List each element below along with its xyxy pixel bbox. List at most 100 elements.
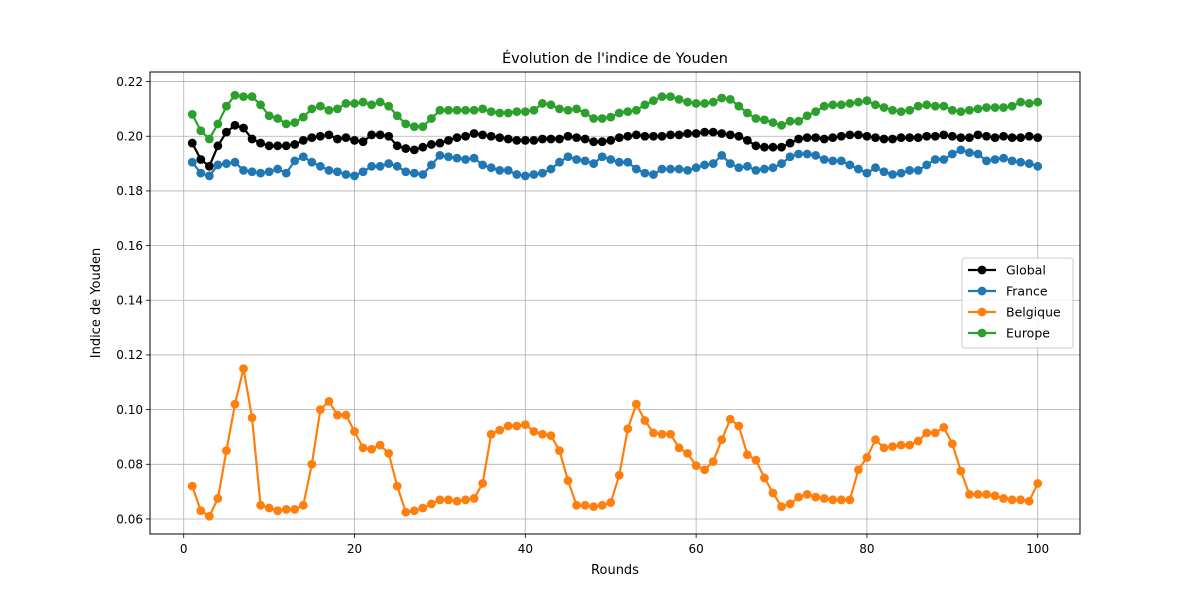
data-point-belgique — [307, 459, 317, 469]
data-point-europe — [333, 104, 342, 114]
data-point-belgique — [367, 444, 377, 454]
data-point-europe — [213, 119, 223, 129]
y-tick-label: 0.08 — [116, 458, 143, 472]
data-point-france — [990, 155, 1000, 164]
data-point-europe — [418, 122, 428, 132]
data-point-europe — [495, 108, 505, 118]
data-point-europe — [760, 115, 769, 125]
data-point-europe — [922, 100, 932, 110]
data-point-europe — [563, 105, 573, 115]
y-tick-label: 0.14 — [116, 294, 143, 308]
data-point-france — [879, 167, 889, 177]
data-point-global — [947, 131, 957, 141]
data-point-france — [187, 157, 197, 167]
data-point-global — [444, 135, 453, 145]
y-tick-label: 0.12 — [116, 348, 143, 362]
legend-marker-global — [977, 265, 987, 275]
data-point-france — [435, 150, 445, 160]
data-point-global — [666, 130, 675, 140]
data-point-global — [239, 123, 248, 133]
data-point-europe — [768, 118, 778, 127]
data-point-global — [683, 129, 692, 138]
data-point-global — [401, 144, 411, 153]
data-point-global — [725, 130, 735, 140]
data-point-europe — [862, 96, 872, 106]
data-point-global — [230, 120, 240, 130]
data-point-global — [435, 138, 445, 148]
data-point-global — [794, 134, 804, 144]
data-point-europe — [469, 105, 479, 115]
data-point-belgique — [845, 495, 855, 505]
data-point-europe — [358, 97, 368, 107]
data-point-belgique — [222, 446, 231, 456]
data-point-france — [418, 170, 428, 179]
data-point-europe — [836, 100, 846, 110]
data-point-france — [973, 149, 983, 159]
data-point-france — [777, 159, 786, 168]
data-point-belgique — [1024, 496, 1034, 506]
data-point-belgique — [264, 503, 274, 513]
legend-marker-europe — [977, 328, 987, 338]
data-point-europe — [307, 104, 317, 114]
data-point-belgique — [819, 494, 829, 503]
data-point-france — [828, 156, 838, 166]
data-point-europe — [239, 92, 248, 101]
data-point-belgique — [930, 428, 940, 438]
data-point-france — [495, 166, 505, 175]
data-point-belgique — [512, 421, 522, 431]
data-point-france — [725, 159, 735, 168]
data-point-france — [426, 160, 436, 170]
data-point-global — [1016, 133, 1026, 143]
data-point-france — [640, 168, 650, 178]
data-point-belgique — [922, 428, 932, 438]
data-point-france — [683, 166, 692, 175]
data-point-global — [836, 131, 846, 141]
data-point-europe — [256, 100, 265, 110]
data-point-europe — [631, 105, 641, 115]
data-point-global — [700, 127, 710, 137]
data-point-france — [1016, 157, 1026, 167]
data-point-belgique — [281, 505, 291, 514]
data-point-global — [452, 133, 462, 143]
data-point-europe — [298, 112, 308, 122]
data-point-europe — [802, 111, 812, 121]
data-point-belgique — [649, 428, 658, 438]
series-belgique — [187, 364, 1043, 521]
data-point-global — [204, 161, 214, 171]
data-point-france — [392, 161, 402, 171]
data-point-global — [939, 130, 949, 140]
data-point-france — [905, 166, 915, 175]
data-point-europe — [717, 93, 727, 103]
data-point-france — [606, 155, 616, 164]
data-point-europe — [546, 100, 556, 110]
data-point-belgique — [469, 494, 479, 503]
data-point-europe — [785, 116, 795, 126]
data-point-global — [751, 141, 761, 151]
data-point-europe — [666, 92, 675, 101]
legend-item-france: France — [968, 284, 1048, 299]
data-point-europe — [811, 107, 821, 117]
data-point-global — [367, 130, 377, 140]
data-point-europe — [392, 111, 402, 121]
data-point-belgique — [982, 489, 991, 499]
data-point-europe — [623, 107, 633, 117]
data-point-europe — [649, 96, 658, 106]
data-point-france — [503, 166, 513, 175]
data-point-belgique — [794, 492, 804, 502]
data-point-global — [563, 131, 573, 141]
data-point-belgique — [785, 499, 795, 509]
data-point-belgique — [836, 495, 846, 505]
data-point-france — [982, 156, 991, 166]
data-point-belgique — [375, 440, 385, 450]
data-point-belgique — [315, 405, 325, 415]
data-point-france — [802, 149, 812, 159]
data-point-europe — [222, 101, 231, 111]
data-point-europe — [1024, 99, 1034, 108]
y-axis-label: Indice de Youden — [89, 248, 104, 359]
data-point-global — [350, 135, 359, 145]
data-point-belgique — [555, 446, 564, 456]
data-point-france — [298, 152, 308, 162]
data-point-europe — [247, 92, 257, 101]
data-point-belgique — [691, 461, 701, 471]
data-point-europe — [930, 101, 940, 111]
